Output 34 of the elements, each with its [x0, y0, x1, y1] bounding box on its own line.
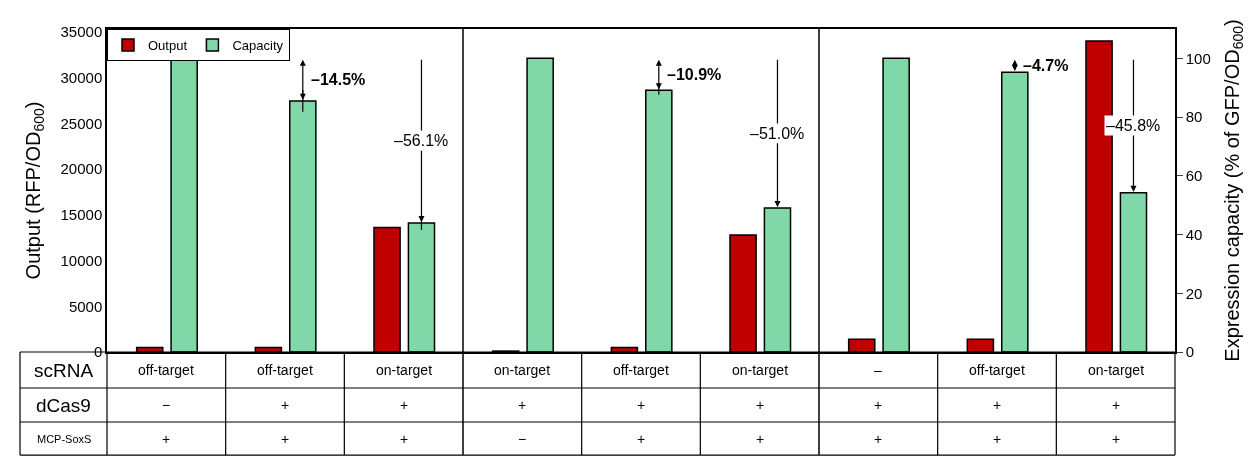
- y-tick-label: 5000: [68, 297, 103, 315]
- legend-label: Capacity: [232, 38, 284, 54]
- category-label: on-target + +: [732, 362, 789, 447]
- category-label: – + +: [874, 362, 883, 447]
- annotation: –51.0%: [750, 125, 805, 142]
- y-tick-label: 0: [93, 343, 103, 361]
- y2-tick-label: 60: [1185, 167, 1203, 185]
- text: MCP-SoxS: [37, 433, 92, 445]
- category-label: off-target − +: [138, 362, 194, 447]
- category-label: on-target + −: [494, 362, 551, 447]
- y-tick-label: 20000: [60, 160, 103, 178]
- category-label: off-target + +: [257, 362, 313, 447]
- legend-label: Output: [148, 38, 188, 54]
- y-tick-label: 35000: [60, 23, 103, 40]
- y2-tick-label: 100: [1185, 49, 1211, 67]
- annotation: –4.7%: [1023, 57, 1069, 74]
- annotation: –45.8%: [1106, 117, 1161, 134]
- text: scRNA: [34, 360, 94, 381]
- y2-tick-label: 80: [1185, 108, 1203, 126]
- y2-tick-label: 0: [1185, 343, 1195, 361]
- y-tick-label: 10000: [60, 251, 103, 269]
- annotation: –14.5%: [311, 71, 366, 88]
- y-tick-label: 25000: [60, 114, 103, 132]
- category-label: on-target + +: [1088, 362, 1145, 447]
- y-tick-label: 15000: [60, 206, 103, 223]
- y-tick-label: 30000: [60, 68, 103, 86]
- category-label: on-target + +: [376, 362, 433, 447]
- annotation: –56.1%: [394, 132, 449, 149]
- category-label: off-target + +: [613, 362, 669, 447]
- y2-tick-label: 20: [1185, 284, 1203, 302]
- y2-tick-label: 40: [1185, 225, 1203, 243]
- text: dCas9: [36, 395, 91, 416]
- annotation: –10.9%: [667, 66, 722, 83]
- category-label: off-target + +: [969, 362, 1025, 447]
